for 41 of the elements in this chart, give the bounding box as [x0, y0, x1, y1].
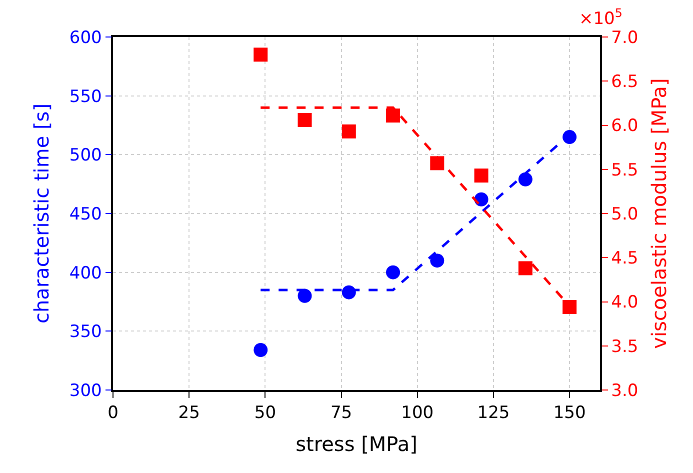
y2-tick-label: 5.5 [611, 160, 638, 180]
y2-tick-label: 5.0 [611, 204, 638, 224]
y2-tick-label: 6.0 [611, 116, 638, 136]
point [254, 48, 268, 62]
y-tick-label: 600 [69, 28, 102, 48]
point [298, 288, 312, 303]
x-tick-label: 50 [254, 403, 276, 424]
y2-tick-label: 3.0 [611, 380, 638, 401]
point [342, 124, 356, 138]
point [254, 342, 268, 357]
x-tick-label: 25 [178, 403, 200, 424]
point [562, 300, 577, 314]
text: ×10$^{5}$ [579, 6, 622, 30]
y2-tick-label: 4.0 [611, 292, 638, 313]
y2-tick-label: 7.0 [611, 28, 638, 48]
y-tick-label: 500 [69, 146, 102, 166]
point [298, 112, 312, 127]
y2-axis-title: viscoelastic modulus [MPa] [647, 78, 672, 349]
point [386, 108, 400, 123]
y-tick-label: 300 [69, 380, 102, 401]
x-tick-label: 0 [108, 403, 118, 424]
y2-tick-label: 6.5 [611, 72, 638, 92]
y-tick-label: 350 [69, 322, 102, 342]
x-tick-label: 150 [553, 403, 586, 424]
x-tick-label: 125 [477, 403, 510, 424]
point [518, 172, 532, 186]
y-tick-label: 400 [69, 263, 102, 284]
y2-tick-label: 4.5 [611, 248, 638, 269]
y-tick-label: 450 [69, 204, 102, 224]
point [474, 168, 488, 183]
point [474, 192, 488, 206]
y-axis-title: characteristic time [s] [29, 103, 54, 324]
x-tick-label: 100 [401, 403, 434, 424]
y2-tick-label: 3.5 [611, 336, 638, 357]
point [430, 254, 444, 268]
point [386, 265, 400, 280]
x-tick-label: 75 [330, 403, 352, 424]
x-axis-title: stress [MPa] [296, 432, 418, 456]
y-tick-label: 550 [69, 86, 102, 107]
point [342, 285, 356, 300]
point [518, 261, 532, 276]
